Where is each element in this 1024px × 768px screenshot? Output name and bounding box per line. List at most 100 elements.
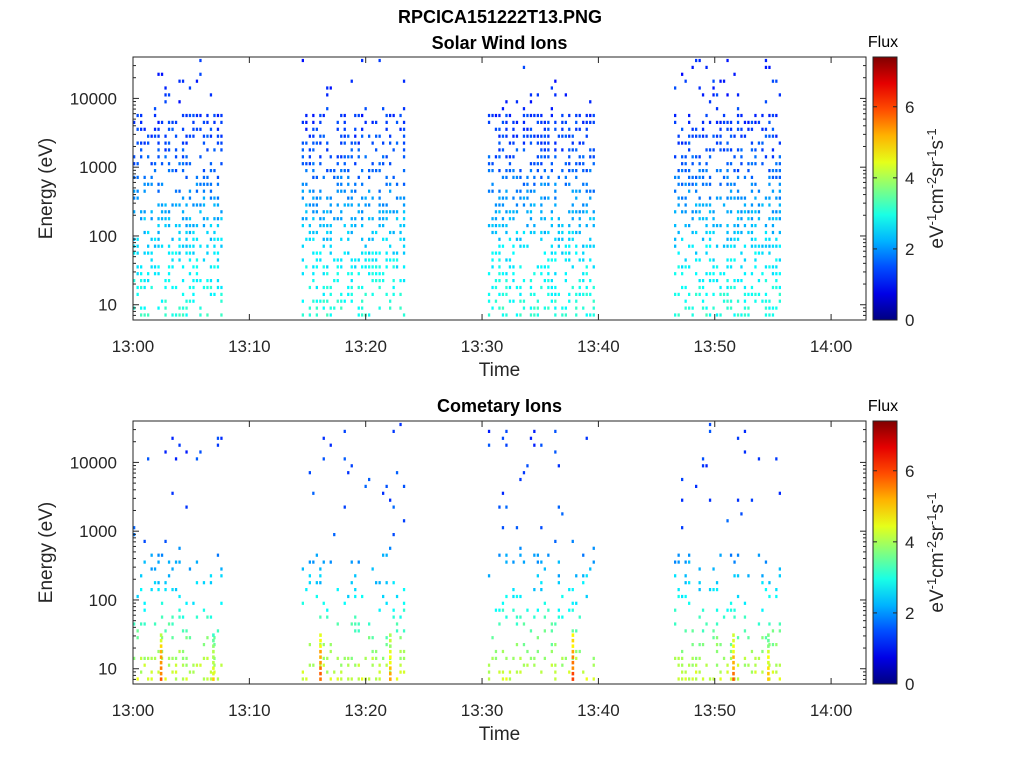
flux-spike-cell xyxy=(159,638,163,643)
flux-cell xyxy=(729,285,733,290)
flux-cell xyxy=(726,258,729,262)
flux-cell xyxy=(392,175,395,179)
flux-cell xyxy=(557,217,560,221)
flux-cell xyxy=(312,196,315,200)
flux-cell xyxy=(708,588,712,592)
flux-cell xyxy=(209,196,213,200)
flux-cell xyxy=(505,230,508,235)
flux-cell xyxy=(505,127,508,131)
flux-cell xyxy=(340,189,343,193)
flux-cell xyxy=(385,155,388,159)
flux-cell xyxy=(199,203,202,207)
flux-cell xyxy=(715,581,719,585)
flux-cell xyxy=(202,169,206,173)
flux-cell xyxy=(575,189,578,193)
flux-cell xyxy=(136,141,139,145)
flux-cell xyxy=(505,505,508,509)
flux-cell xyxy=(491,656,494,660)
flux-cell xyxy=(188,217,192,221)
flux-cell xyxy=(220,162,223,166)
flux-cell xyxy=(568,113,571,118)
flux-cell xyxy=(301,217,304,221)
flux-cell xyxy=(199,72,202,76)
flux-cell xyxy=(775,663,778,667)
flux-spike-cell xyxy=(212,644,215,648)
flux-cell xyxy=(729,265,733,269)
flux-cell xyxy=(726,519,729,523)
flux-cell xyxy=(402,519,406,523)
flux-cell xyxy=(375,265,378,269)
flux-cell xyxy=(361,285,364,290)
flux-cell xyxy=(519,292,522,296)
flux-cell xyxy=(192,230,195,235)
flux-cell xyxy=(701,127,705,131)
flux-cell xyxy=(575,196,578,200)
flux-cell xyxy=(761,608,764,612)
flux-cell xyxy=(319,196,322,200)
flux-cell xyxy=(681,162,684,166)
flux-cell xyxy=(178,237,181,241)
flux-cell xyxy=(698,86,701,90)
flux-cell xyxy=(708,429,712,433)
flux-cell xyxy=(747,127,750,131)
flux-cell xyxy=(529,210,533,214)
flux-cell xyxy=(133,656,136,660)
flux-cell xyxy=(705,292,708,296)
flux-cell xyxy=(213,113,216,118)
flux-cell xyxy=(698,567,701,571)
flux-cell xyxy=(143,656,146,660)
flux-cell xyxy=(185,656,188,660)
flux-cell xyxy=(512,127,515,131)
flux-cell xyxy=(771,189,775,193)
flux-cell xyxy=(147,313,150,317)
flux-spike-cell xyxy=(732,677,735,681)
flux-spike-cell xyxy=(767,660,770,665)
flux-cell xyxy=(701,169,705,173)
flux-cell xyxy=(199,244,202,248)
flux-cell xyxy=(498,155,501,159)
x-tick-label: 13:50 xyxy=(693,337,736,356)
flux-spike-cell xyxy=(319,671,322,676)
flux-cell xyxy=(147,457,150,461)
flux-cell xyxy=(729,244,733,248)
flux-cell xyxy=(764,279,768,283)
flux-cell xyxy=(216,182,220,186)
flux-cell xyxy=(329,196,332,200)
flux-cell xyxy=(133,155,136,159)
flux-cell xyxy=(715,636,719,640)
flux-cell xyxy=(340,113,343,118)
flux-cell xyxy=(395,210,399,214)
flux-cell xyxy=(561,512,564,516)
flux-cell xyxy=(402,203,406,207)
flux-cell xyxy=(688,189,691,193)
flux-cell xyxy=(564,656,567,660)
flux-spike-cell xyxy=(212,633,215,637)
flux-cell xyxy=(494,113,498,118)
flux-cell xyxy=(385,237,388,241)
flux-cell xyxy=(195,258,199,262)
flux-cell xyxy=(698,134,701,138)
flux-cell xyxy=(216,279,220,283)
flux-cell xyxy=(677,203,680,207)
flux-cell xyxy=(395,471,399,475)
flux-cell xyxy=(357,210,360,214)
flux-cell xyxy=(171,120,174,124)
flux-cell xyxy=(677,313,680,317)
flux-cell xyxy=(501,649,505,654)
flux-cell xyxy=(185,230,188,235)
flux-cell xyxy=(315,251,318,255)
flux-cell xyxy=(754,155,757,159)
flux-cell xyxy=(677,663,680,667)
flux-cell xyxy=(512,279,515,283)
flux-cell xyxy=(561,656,564,660)
flux-cell xyxy=(708,196,712,200)
flux-cell xyxy=(329,649,332,654)
flux-cell xyxy=(522,230,526,235)
flux-cell xyxy=(575,574,578,578)
flux-spike-cell xyxy=(212,671,215,676)
flux-cell xyxy=(340,175,343,179)
flux-cell xyxy=(688,169,691,173)
flux-cell xyxy=(519,244,522,248)
flux-cell xyxy=(764,224,768,228)
flux-cell xyxy=(501,436,505,440)
